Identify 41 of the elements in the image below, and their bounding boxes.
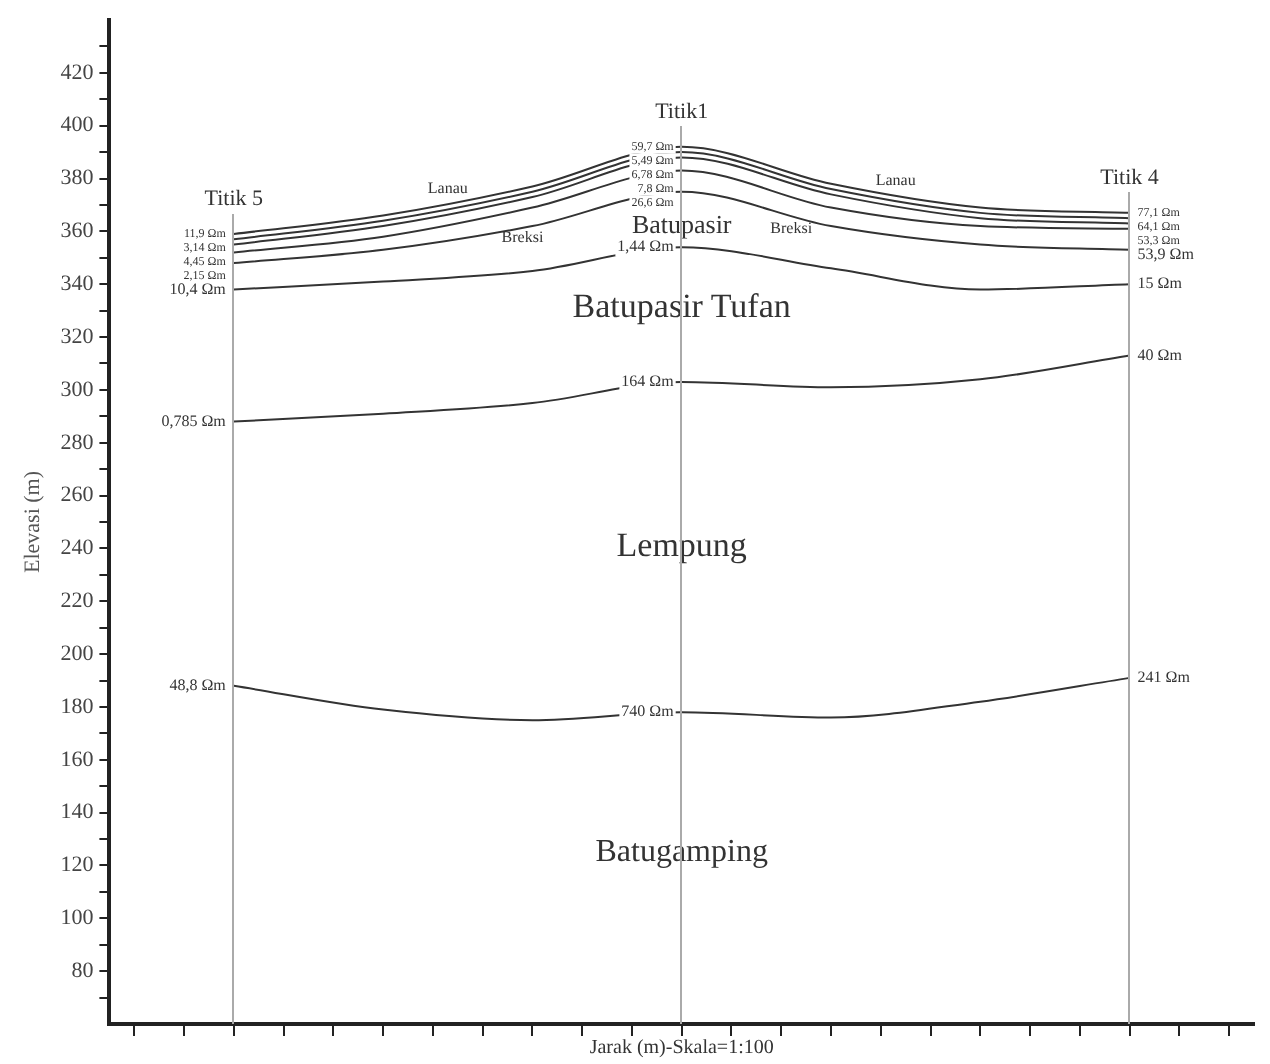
annotation: Breksi [501, 227, 545, 246]
annotation: 15 Ωm [1137, 274, 1184, 293]
annotation: 53,9 Ωm [1137, 245, 1196, 264]
y-tick-label: 260 [60, 483, 95, 508]
y-axis-title: Elevasi (m) [20, 470, 45, 574]
annotation: 740 Ωm [621, 702, 676, 721]
annotation: Titik1 [655, 99, 709, 124]
y-tick-label: 220 [60, 589, 95, 614]
y-tick-label: 380 [60, 166, 95, 191]
y-tick-label: 340 [60, 271, 95, 296]
y-tick-label: 180 [60, 694, 95, 719]
annotation: Breksi [770, 218, 814, 237]
annotation: Titik 4 [1100, 165, 1160, 190]
y-tick-label: 240 [60, 536, 95, 561]
annotation: 40 Ωm [1137, 345, 1184, 364]
annotation: 10,4 Ωm [169, 280, 228, 299]
y-tick-label: 140 [60, 800, 95, 825]
annotation: Batupasir [631, 208, 733, 239]
annotation: Titik 5 [204, 186, 265, 211]
annotation: 48,8 Ωm [169, 676, 228, 694]
annotation: Batugamping [595, 834, 768, 869]
annotation: Batupasir Tufan [572, 286, 792, 325]
y-tick-label: 160 [60, 747, 95, 772]
annotation: Lempung [616, 526, 748, 565]
y-tick-label: 80 [71, 958, 95, 983]
y-tick-label: 120 [60, 853, 95, 878]
annotation: Lanau [875, 170, 916, 189]
annotation: 164 Ωm [621, 372, 676, 391]
y-tick-label: 400 [60, 113, 95, 138]
y-tick-label: 300 [60, 377, 95, 402]
y-tick-label: 100 [60, 906, 95, 931]
annotation: 0,785 Ωm [161, 411, 228, 430]
annotation: 241 Ωm [1137, 668, 1192, 687]
y-tick-label: 200 [60, 641, 95, 666]
y-tick-label: 360 [60, 219, 95, 244]
y-tick-label: 280 [60, 430, 95, 455]
x-axis-title: Jarak (m)-Skala=1:100 [589, 1037, 774, 1060]
y-tick-label: 320 [60, 324, 95, 349]
y-tick-label: 420 [60, 60, 95, 85]
annotation: 1,44 Ωm [617, 237, 676, 256]
annotation: Lanau [427, 179, 468, 198]
